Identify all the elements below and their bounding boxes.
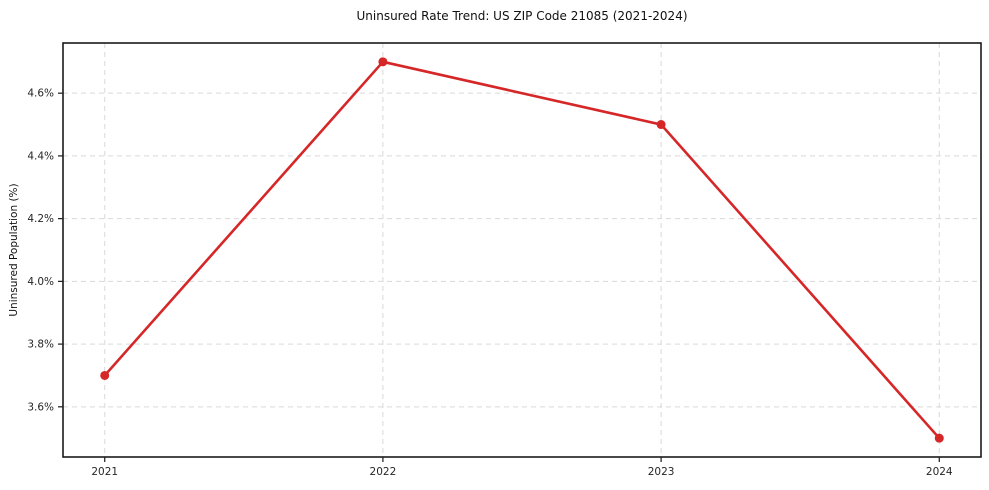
x-tick-label: 2023: [648, 466, 675, 478]
y-tick-label: 3.6%: [27, 401, 54, 413]
data-point: [100, 370, 110, 380]
y-tick-label: 4.4%: [27, 150, 54, 162]
y-tick-label: 4.6%: [27, 88, 54, 100]
y-tick-label: 3.8%: [27, 339, 54, 351]
y-tick-label: 4.2%: [27, 213, 54, 225]
chart-title: Uninsured Rate Trend: US ZIP Code 21085 …: [356, 9, 688, 23]
data-line: [103, 60, 941, 440]
data-point: [656, 120, 666, 130]
data-point: [378, 57, 388, 67]
axes-frame: [62, 42, 982, 458]
y-tick-label: 4.0%: [27, 276, 54, 288]
x-tick-label: 2024: [926, 466, 953, 478]
x-tick-label: 2021: [91, 466, 118, 478]
data-point: [934, 433, 944, 443]
x-tick-label: 2022: [370, 466, 397, 478]
